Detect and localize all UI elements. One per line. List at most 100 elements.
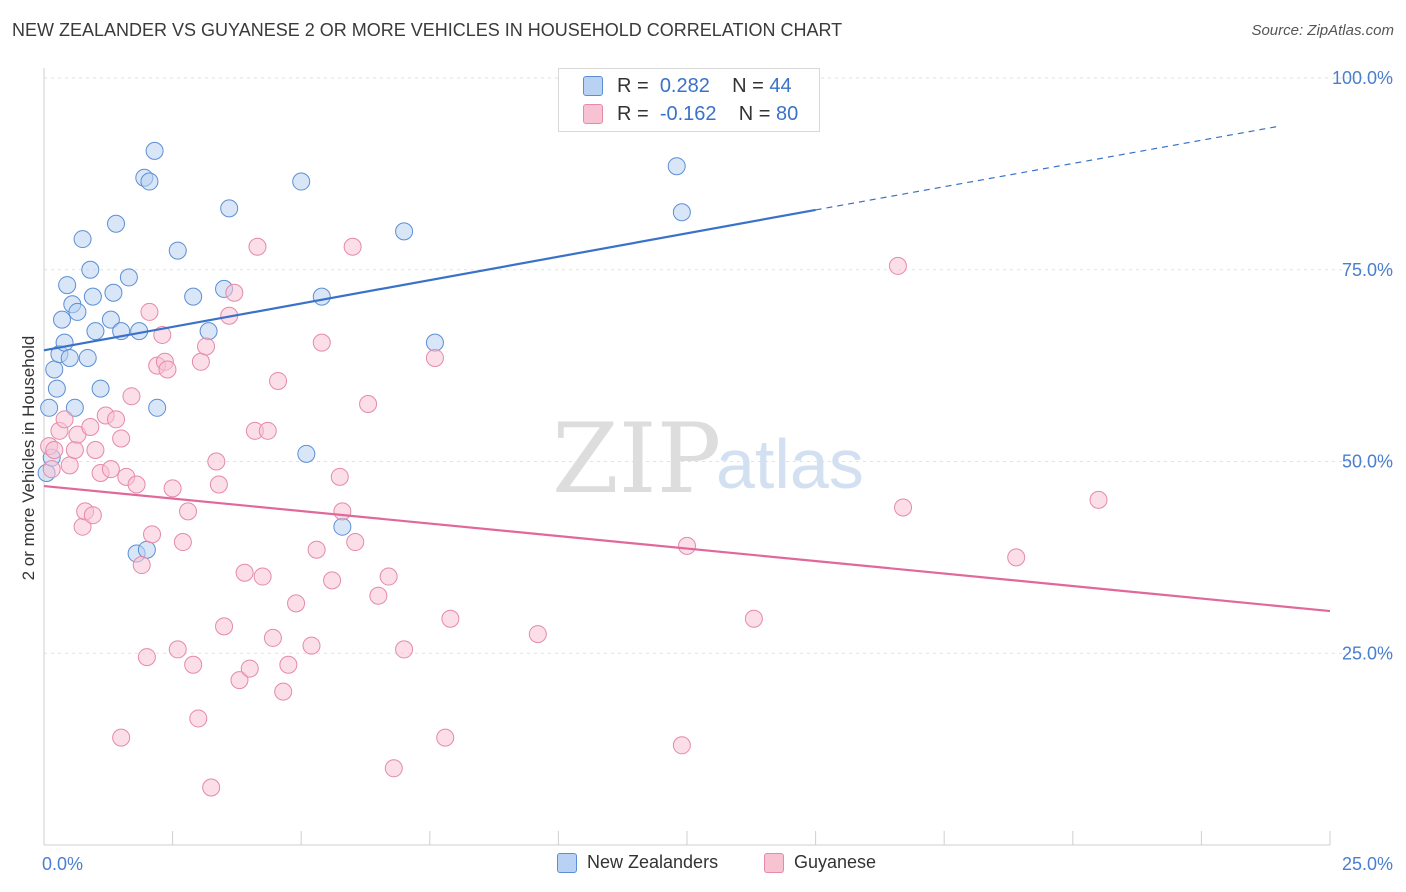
tick-labels: 25.0% 50.0% 75.0% 100.0% 0.0% 25.0% <box>42 68 1393 874</box>
point-guyanese <box>197 337 216 356</box>
point-guyanese <box>173 533 192 552</box>
point-new-zealanders <box>425 333 444 352</box>
point-guyanese <box>163 479 182 498</box>
y-tick-label: 25.0% <box>1342 643 1393 663</box>
bottom-legend-guyanese: Guyanese <box>764 852 876 873</box>
chart-title: NEW ZEALANDER VS GUYANESE 2 OR MORE VEHI… <box>12 20 843 40</box>
point-new-zealanders <box>148 398 167 417</box>
point-new-zealanders <box>53 310 72 329</box>
point-guyanese <box>240 659 259 678</box>
point-guyanese <box>55 410 74 429</box>
bottom-legend-label: Guyanese <box>794 852 877 872</box>
point-guyanese <box>137 648 156 667</box>
point-new-zealanders <box>60 348 79 367</box>
point-guyanese <box>333 502 352 521</box>
point-guyanese <box>235 563 254 582</box>
legend-r-value: 0.282 <box>659 74 710 97</box>
point-new-zealanders <box>145 141 164 160</box>
point-guyanese <box>441 609 460 628</box>
point-guyanese <box>425 348 444 367</box>
point-guyanese <box>359 394 378 413</box>
point-new-zealanders <box>58 276 77 295</box>
point-new-zealanders <box>45 360 64 379</box>
point-guyanese <box>323 571 342 590</box>
point-guyanese <box>86 440 105 459</box>
point-new-zealanders <box>40 398 59 417</box>
legend-n-label: N = <box>738 102 771 125</box>
point-new-zealanders <box>78 348 97 367</box>
point-guyanese <box>312 333 331 352</box>
legend-r-label: R = <box>617 102 649 125</box>
point-guyanese <box>127 475 146 494</box>
x-tick-label: 25.0% <box>1342 854 1393 874</box>
x-tick-label: 0.0% <box>42 854 83 874</box>
trend-lines <box>43 125 1331 613</box>
point-guyanese <box>263 628 282 647</box>
bottom-legend-new-zealanders: New Zealanders <box>557 852 718 873</box>
point-guyanese <box>140 302 159 321</box>
data-points <box>37 141 1108 797</box>
point-new-zealanders <box>297 444 316 463</box>
point-new-zealanders <box>137 540 156 559</box>
point-guyanese <box>1007 548 1026 567</box>
legend-swatch-pink <box>583 104 603 124</box>
trend-line-new-zealanders <box>43 208 816 352</box>
point-guyanese <box>207 452 226 471</box>
y-axis-label: 2 or more Vehicles in Household <box>19 336 38 581</box>
point-new-zealanders <box>83 287 102 306</box>
point-guyanese <box>343 237 362 256</box>
point-guyanese <box>678 536 696 555</box>
point-new-zealanders <box>395 222 414 241</box>
legend-r-value: -0.162 <box>659 102 717 125</box>
point-guyanese <box>248 237 267 256</box>
legend-swatch-blue <box>583 76 603 96</box>
point-guyanese <box>81 417 100 436</box>
point-new-zealanders <box>47 379 66 398</box>
point-new-zealanders <box>65 398 84 417</box>
point-new-zealanders <box>667 157 686 176</box>
watermark-atlas: atlas <box>716 425 864 503</box>
point-guyanese <box>274 682 293 701</box>
point-new-zealanders <box>81 260 100 279</box>
point-guyanese <box>107 410 126 429</box>
point-guyanese <box>379 567 398 586</box>
point-new-zealanders <box>68 302 87 321</box>
point-guyanese <box>894 498 913 517</box>
point-guyanese <box>287 594 306 613</box>
point-new-zealanders <box>333 517 352 536</box>
bottom-legend-swatch-blue <box>557 852 577 873</box>
point-new-zealanders <box>672 203 691 222</box>
point-new-zealanders <box>220 199 239 218</box>
watermark-zip: ZIP <box>552 403 721 515</box>
point-new-zealanders <box>140 172 159 191</box>
point-guyanese <box>346 533 365 552</box>
point-guyanese <box>528 625 547 644</box>
point-new-zealanders <box>168 241 187 260</box>
point-guyanese <box>179 502 198 521</box>
point-guyanese <box>258 421 277 440</box>
point-guyanese <box>189 709 208 728</box>
point-new-zealanders <box>86 322 105 341</box>
point-guyanese <box>744 609 763 628</box>
point-guyanese <box>132 556 151 575</box>
point-guyanese <box>672 736 691 755</box>
point-guyanese <box>42 460 61 479</box>
point-guyanese <box>153 325 172 344</box>
point-guyanese <box>101 460 120 479</box>
point-new-zealanders <box>104 283 123 302</box>
point-guyanese <box>269 371 288 390</box>
y-tick-label: 50.0% <box>1342 452 1393 472</box>
y-tick-label: 75.0% <box>1342 260 1393 280</box>
point-guyanese <box>888 256 907 275</box>
bottom-legend-label: New Zealanders <box>587 852 719 872</box>
point-guyanese <box>436 728 455 747</box>
legend-n-label: N = <box>732 74 764 97</box>
point-guyanese <box>279 655 298 674</box>
point-guyanese <box>184 655 203 674</box>
point-guyanese <box>158 360 177 379</box>
point-guyanese <box>83 506 102 525</box>
point-new-zealanders <box>119 268 138 287</box>
point-guyanese <box>143 525 162 544</box>
point-new-zealanders <box>292 172 311 191</box>
